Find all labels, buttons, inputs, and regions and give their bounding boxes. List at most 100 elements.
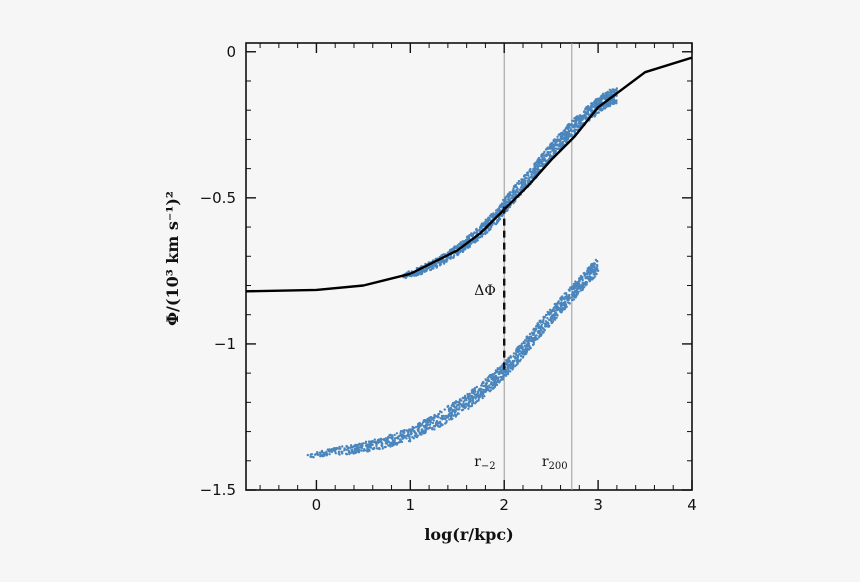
scatter-point [492,382,495,386]
scatter-point [432,419,435,422]
scatter-point [553,318,557,321]
scatter-point [516,350,520,354]
scatter-point [550,315,553,318]
scatter-point [429,268,432,272]
scatter-point [464,239,468,242]
scatter-point [484,384,487,387]
scatter-point [482,390,485,394]
scatter-point [431,428,434,431]
scatter-point [503,201,506,205]
scatter-point [535,164,538,167]
scatter-point [519,358,522,361]
scatter-point [573,289,577,293]
scatter-point [347,449,350,452]
scatter-point [345,448,348,451]
scatter-point [567,128,570,131]
scatter-point [526,335,529,338]
scatter-point [478,387,481,391]
scatter-point [469,234,473,237]
y-tick-label: 0 [226,43,236,61]
scatter-point [537,331,540,334]
scatter-point [578,124,581,128]
scatter-point [593,99,597,103]
scatter-point [415,274,418,277]
scatter-point [431,267,434,270]
scatter-point [518,344,521,348]
scatter-point [470,391,474,394]
scatter-point [375,444,378,448]
scatter-point [436,421,439,424]
scatter-point [495,370,498,374]
scatter-point [496,377,500,381]
scatter-point [448,409,452,412]
scatter-point [534,328,537,331]
scatter-point [547,312,550,315]
scatter-point [581,275,584,279]
scatter-point [527,178,531,181]
scatter-point [568,289,571,292]
scatter-point [538,319,541,323]
scatter-point [355,445,359,448]
scatter-point [345,444,348,448]
scatter-point [537,336,541,339]
scatter-point [416,427,420,431]
scatter-point [337,450,341,453]
scatter-point [345,453,349,456]
scatter-point [369,442,372,445]
scatter-point [501,371,505,375]
scatter-point [343,449,346,452]
scatter-point [562,143,565,146]
scatter-point [467,407,470,410]
scatter-point [415,425,418,429]
scatter-point [458,407,461,411]
scatter-point [411,435,414,439]
scatter-point [528,332,532,336]
scatter-point [471,398,474,401]
scatter-point [531,343,535,347]
scatter-point [490,225,493,229]
scatter-point [577,277,581,280]
scatter-point [383,446,386,449]
scatter-point [557,138,560,141]
scatter-point [512,185,516,188]
scatter-point [552,140,556,143]
scatter-point [533,336,537,339]
scatter-point [461,240,464,243]
scatter-point [601,96,604,99]
scatter-point [545,321,549,325]
scatter-point [421,430,424,434]
scatter-point [419,424,423,427]
scatter-point [582,286,586,289]
model-potential-line [245,56,693,293]
scatter-point [565,293,568,297]
scatter-point [479,390,483,393]
scatter-point [542,163,546,166]
scatter-point [413,274,416,277]
scatter-point [483,224,486,227]
scatter-point [457,412,460,415]
scatter-point [351,446,354,449]
scatter-point [423,426,426,429]
scatter-point [514,357,517,360]
scatter-point [475,231,479,234]
y-tick-label: −1 [214,335,236,353]
scatter-point [567,295,571,298]
scatter-point [530,170,534,173]
scatter-point [458,399,462,402]
scatter-point [477,396,481,399]
reference-line-label: r−2 [474,454,495,472]
scatter-point [547,150,550,154]
scatter-point [450,418,453,421]
reference-line-label: r200 [542,454,568,472]
scatter-point [563,136,566,140]
scatter-point [435,266,438,269]
scatter-point [411,427,415,430]
scatter-point [579,286,582,289]
scatter-point [396,442,399,445]
scatter-point [607,105,611,108]
scatter-point [602,92,605,96]
scatter-point [560,299,563,302]
scatter-point [567,131,571,135]
scatter-point [523,349,526,352]
scatter-point [505,195,508,198]
